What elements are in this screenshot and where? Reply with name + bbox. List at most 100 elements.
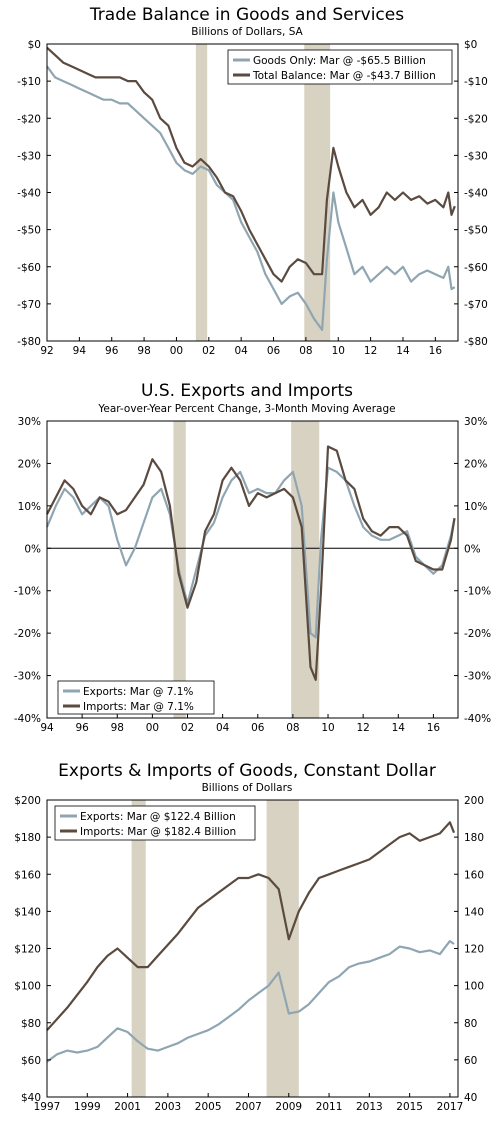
series-line-a xyxy=(46,939,455,1063)
x-tick-label: 14 xyxy=(396,345,410,357)
y-tick-label-left: $40 xyxy=(21,1092,41,1104)
legend-label: Exports: Mar @ $122.4 Billion xyxy=(80,811,236,823)
legend-box xyxy=(57,680,215,715)
series-line-b xyxy=(46,445,456,681)
recession-bar xyxy=(304,44,331,341)
x-tick-label: 12 xyxy=(364,345,377,357)
y-tick-label-left: 0% xyxy=(24,543,41,555)
y-tick-label-right: -$50 xyxy=(464,225,488,237)
y-tick-label-right: -30% xyxy=(464,671,491,683)
y-tick-label-left: -$80 xyxy=(17,336,41,348)
y-tick-label-left: 10% xyxy=(18,501,41,513)
y-tick-label-left: -$40 xyxy=(17,188,41,200)
y-tick-label-left: 30% xyxy=(18,416,41,428)
x-tick-label: 2003 xyxy=(155,1101,182,1113)
y-tick-label-right: 30% xyxy=(464,416,487,428)
chart-title: Exports & Imports of Goods, Constant Dol… xyxy=(58,761,436,781)
y-tick-label-right: 0% xyxy=(464,543,481,555)
y-tick-label-right: -$30 xyxy=(464,150,488,162)
y-tick-label-left: -10% xyxy=(14,586,41,598)
chart-subtitle: Billions of Dollars, SA xyxy=(191,26,303,38)
x-tick-label: 1997 xyxy=(34,1101,61,1113)
y-tick-label-left: -40% xyxy=(14,713,41,725)
x-tick-label: 00 xyxy=(146,722,159,734)
x-tick-label: 06 xyxy=(267,345,281,357)
y-tick-label-right: 60 xyxy=(464,1055,477,1067)
legend-label: Imports: Mar @ $182.4 Billion xyxy=(80,826,236,838)
plot-frame xyxy=(46,43,459,342)
x-tick-label: 2013 xyxy=(356,1101,383,1113)
y-tick-label-right: -$20 xyxy=(464,113,488,125)
y-tick-label-left: $140 xyxy=(14,906,41,918)
recession-bar xyxy=(195,44,208,341)
x-tick-label: 92 xyxy=(40,345,53,357)
y-tick-label-right: -10% xyxy=(464,586,491,598)
y-tick-label-left: $120 xyxy=(14,944,41,956)
legend-label: Goods Only: Mar @ -$65.5 Billion xyxy=(253,55,426,67)
y-tick-label-left: -30% xyxy=(14,671,41,683)
x-tick-label: 2007 xyxy=(235,1101,262,1113)
panel-3 xyxy=(46,799,459,1098)
legend-box xyxy=(54,805,256,841)
x-tick-label: 16 xyxy=(429,345,443,357)
y-tick-label-right: 40 xyxy=(464,1092,477,1104)
x-tick-label: 10 xyxy=(321,722,334,734)
x-tick-label: 1999 xyxy=(74,1101,101,1113)
panel-1 xyxy=(46,43,459,342)
y-tick-label-right: -$10 xyxy=(464,76,488,88)
x-tick-label: 08 xyxy=(286,722,299,734)
x-tick-label: 10 xyxy=(332,345,345,357)
x-tick-label: 16 xyxy=(427,722,441,734)
x-tick-label: 98 xyxy=(137,345,150,357)
series-line-b xyxy=(46,46,456,283)
y-tick-label-left: 20% xyxy=(18,458,41,470)
y-tick-label-left: $160 xyxy=(14,869,41,881)
legend-label: Exports: Mar @ 7.1% xyxy=(83,686,193,698)
x-tick-label: 00 xyxy=(170,345,183,357)
x-tick-label: 2011 xyxy=(316,1101,343,1113)
recession-bar xyxy=(266,800,299,1097)
x-tick-label: 04 xyxy=(234,345,248,357)
y-tick-label-left: -20% xyxy=(14,628,41,640)
chart-subtitle: Billions of Dollars xyxy=(202,782,293,794)
x-tick-label: 98 xyxy=(111,722,124,734)
x-tick-label: 02 xyxy=(181,722,194,734)
y-tick-label-right: 80 xyxy=(464,1018,477,1030)
y-tick-label-left: $100 xyxy=(14,981,41,993)
chart-title: U.S. Exports and Imports xyxy=(141,381,353,401)
y-tick-label-right: 160 xyxy=(464,869,484,881)
x-tick-label: 08 xyxy=(299,345,312,357)
y-tick-label-right: 10% xyxy=(464,501,487,513)
legend-label: Imports: Mar @ 7.1% xyxy=(83,701,194,713)
y-tick-label-right: 140 xyxy=(464,906,484,918)
panel-2 xyxy=(45,420,459,719)
y-tick-label-left: -$10 xyxy=(17,76,41,88)
plot-frame xyxy=(46,420,459,719)
recession-bar xyxy=(131,800,146,1097)
x-tick-label: 2017 xyxy=(437,1101,464,1113)
x-tick-label: 04 xyxy=(216,722,230,734)
y-tick-label-right: -$80 xyxy=(464,336,488,348)
y-tick-label-left: -$70 xyxy=(17,299,41,311)
y-tick-label-right: -40% xyxy=(464,713,491,725)
y-tick-label-right: -$60 xyxy=(464,262,488,274)
y-tick-label-right: -$70 xyxy=(464,299,488,311)
x-tick-label: 96 xyxy=(105,345,119,357)
y-tick-label-left: $200 xyxy=(14,795,41,807)
y-tick-label-right: -$40 xyxy=(464,188,488,200)
x-tick-label: 2015 xyxy=(396,1101,423,1113)
chart-subtitle: Year-over-Year Percent Change, 3-Month M… xyxy=(97,403,395,415)
y-tick-label-right: -20% xyxy=(464,628,491,640)
x-tick-label: 2001 xyxy=(114,1101,141,1113)
x-tick-label: 94 xyxy=(40,722,54,734)
y-tick-label-left: -$30 xyxy=(17,150,41,162)
y-tick-label-right: 180 xyxy=(464,832,484,844)
legend-box xyxy=(227,49,453,85)
series-line-a xyxy=(45,466,456,639)
x-tick-label: 02 xyxy=(202,345,215,357)
y-tick-label-left: -$20 xyxy=(17,113,41,125)
y-tick-label-right: $0 xyxy=(464,39,477,51)
chart-title: Trade Balance in Goods and Services xyxy=(89,5,404,25)
x-tick-label: 96 xyxy=(75,722,89,734)
x-tick-label: 94 xyxy=(73,345,87,357)
